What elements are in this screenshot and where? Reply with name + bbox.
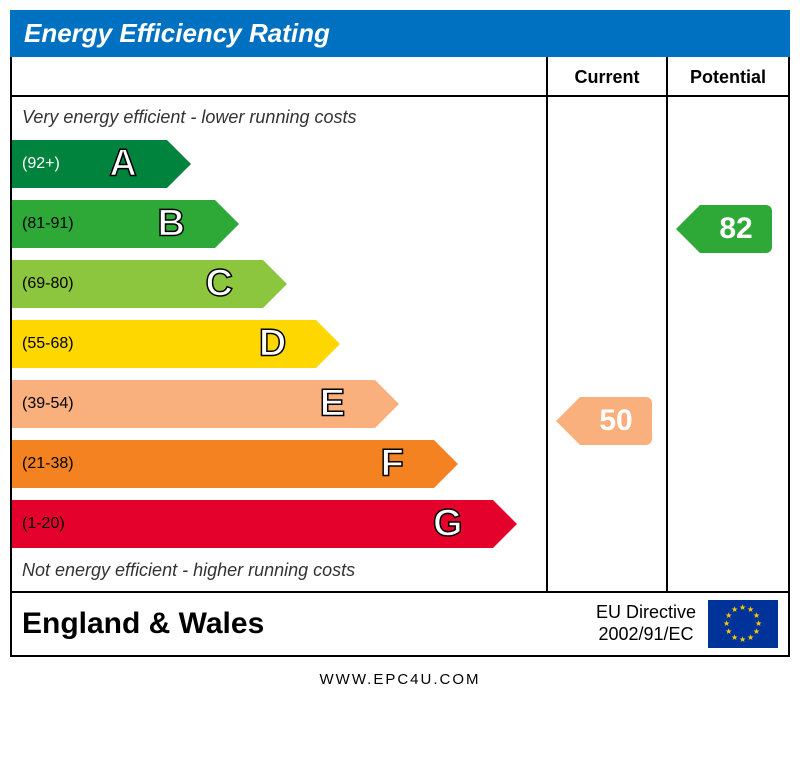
directive-line2: 2002/91/EC [598,624,693,644]
chart-body: Very energy efficient - lower running co… [12,97,788,591]
bar-arrow-icon [493,500,517,548]
pointer-value: 82 [700,205,772,253]
rating-pointer: 50 [556,397,652,445]
bars-area: Very energy efficient - lower running co… [12,97,548,591]
directive-line1: EU Directive [596,602,696,622]
footer-row: England & Wales EU Directive 2002/91/EC … [12,591,788,655]
bar-arrow-icon [375,380,399,428]
bar-letter-b: B [157,203,184,246]
caption-top: Very energy efficient - lower running co… [12,103,546,132]
bar-letter-a: A [109,143,136,186]
bar-arrow-icon [263,260,287,308]
footer-region: England & Wales [22,607,596,641]
header-spacer [12,57,548,95]
bar-letter-c: C [206,263,233,306]
bar-arrow-icon [316,320,340,368]
source-url: WWW.EPC4U.COM [10,671,790,688]
rating-pointer: 82 [676,205,772,253]
eu-star-icon: ★ [731,605,738,614]
bar-range-d: (55-68) [12,335,92,353]
chart-frame: Current Potential Very energy efficient … [10,57,790,657]
bar-letter-g: G [433,503,463,546]
eu-star-icon: ★ [739,635,746,644]
bar-range-e: (39-54) [12,395,92,413]
eu-star-icon: ★ [739,603,746,612]
bar-letter-e: E [320,383,345,426]
bar-e: (39-54) E [12,380,375,428]
rating-band-f: (21-38) F [12,436,546,492]
header-row: Current Potential [12,57,788,97]
bar-g: (1-20) G [12,500,493,548]
current-column: 50 [548,97,668,591]
pointer-value: 50 [580,397,652,445]
pointer-tip-icon [676,205,700,253]
eu-star-icon: ★ [723,619,730,628]
footer-directive: EU Directive 2002/91/EC [596,602,696,645]
eu-star-icon: ★ [725,627,732,636]
bar-c: (69-80) C [12,260,263,308]
rating-band-a: (92+) A [12,136,546,192]
rating-band-g: (1-20) G [12,496,546,552]
bar-range-f: (21-38) [12,455,92,473]
title-bar: Energy Efficiency Rating [10,10,790,57]
eu-flag-icon: ★★★★★★★★★★★★ [708,600,778,648]
bar-letter-f: F [381,443,404,486]
bands-host: (92+) A (81-91) B (69-80) C (55-68) D (39-54) E (2… [12,136,546,552]
bar-range-g: (1-20) [12,515,92,533]
col-header-current: Current [548,57,668,95]
bar-a: (92+) A [12,140,167,188]
potential-column: 82 [668,97,788,591]
bar-letter-d: D [259,323,286,366]
bar-arrow-icon [215,200,239,248]
bar-range-c: (69-80) [12,275,92,293]
rating-band-e: (39-54) E [12,376,546,432]
pointer-tip-icon [556,397,580,445]
bar-d: (55-68) D [12,320,316,368]
bar-b: (81-91) B [12,200,215,248]
rating-band-d: (55-68) D [12,316,546,372]
col-header-potential: Potential [668,57,788,95]
rating-band-c: (69-80) C [12,256,546,312]
bar-f: (21-38) F [12,440,434,488]
rating-band-b: (81-91) B [12,196,546,252]
bar-range-a: (92+) [12,155,92,173]
bar-arrow-icon [167,140,191,188]
bar-range-b: (81-91) [12,215,92,233]
bar-arrow-icon [434,440,458,488]
caption-bottom: Not energy efficient - higher running co… [12,556,546,585]
eu-star-icon: ★ [747,633,754,642]
